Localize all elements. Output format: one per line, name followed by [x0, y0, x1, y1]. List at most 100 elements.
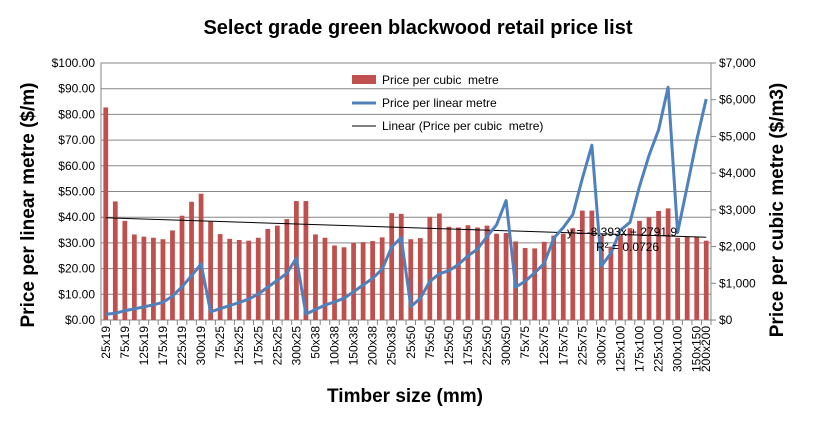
- x-tick-label: 75x75: [518, 326, 532, 359]
- bar: [313, 234, 318, 320]
- trendline: [105, 217, 707, 238]
- chart-title: Select grade green blackwood retail pric…: [203, 17, 632, 39]
- y-left-tick-label: $60.00: [58, 159, 95, 173]
- bar: [246, 240, 252, 320]
- x-tick-label: 25x19: [99, 326, 113, 359]
- y-left-tick-label: $0.00: [65, 313, 95, 327]
- series-line: [105, 85, 708, 316]
- x-axis-title: Timber size (mm): [327, 386, 483, 407]
- x-tick-label: 225x100: [652, 326, 666, 372]
- bar-series: [103, 107, 709, 320]
- bar: [332, 245, 337, 320]
- bar: [122, 220, 128, 320]
- bar: [179, 215, 185, 320]
- bar: [379, 237, 385, 320]
- bar: [284, 219, 290, 320]
- bar: [541, 241, 547, 320]
- bar: [427, 216, 433, 320]
- x-tick-label: 100x38: [328, 326, 342, 366]
- bar: [656, 210, 661, 320]
- y-left-tick-label: $40.00: [58, 210, 95, 224]
- bar: [475, 227, 480, 320]
- bar: [522, 248, 528, 320]
- bar: [398, 213, 404, 320]
- bar: [322, 237, 328, 320]
- bar: [560, 233, 566, 320]
- y-axis-left-title: Price per linear metre ($/m): [18, 83, 39, 328]
- bar: [217, 234, 223, 320]
- bar: [618, 235, 623, 320]
- axes: $0.00 $10.00 $20.00 $30.00 $40.00 $50.00 $60.0…: [52, 56, 756, 372]
- x-tick-label: 175x19: [156, 326, 170, 366]
- bar: [446, 226, 452, 320]
- bar: [436, 213, 442, 320]
- x-tick-label: 225x19: [175, 326, 189, 366]
- x-tick-label: 300x25: [289, 326, 303, 366]
- y-left-tick-label: $70.00: [58, 133, 95, 147]
- bar: [236, 239, 242, 320]
- y-left-tick-label: $80.00: [58, 107, 95, 121]
- legend-label-line: Price per linear metre: [382, 96, 497, 110]
- bar: [112, 201, 118, 320]
- bar: [665, 208, 671, 320]
- x-tick-label: 125x19: [137, 326, 151, 366]
- y-right-tick-label: $0: [719, 313, 733, 327]
- bar: [456, 227, 461, 320]
- bar: [503, 232, 509, 320]
- y-left-tick-label: $20.00: [58, 262, 95, 276]
- bar: [579, 210, 585, 320]
- x-tick-label: 125x100: [614, 326, 628, 372]
- x-tick-label: 175x25: [251, 326, 265, 366]
- bar: [532, 248, 538, 320]
- bar: [703, 240, 709, 320]
- y-right-tick-label: $4,000: [719, 166, 756, 180]
- x-tick-label: 25x50: [404, 326, 418, 359]
- bar: [141, 236, 147, 320]
- y-right-tick-label: $3,000: [719, 203, 756, 217]
- bar: [189, 201, 194, 320]
- y-left-tick-label: $10.00: [58, 287, 95, 301]
- bar: [637, 220, 642, 320]
- y-right-tick-label: $5,000: [719, 129, 756, 143]
- line-series: [105, 85, 708, 316]
- bar: [551, 235, 557, 320]
- bar: [151, 237, 156, 320]
- x-tick-label: 75x19: [118, 326, 132, 359]
- x-tick-label: 300x19: [194, 326, 208, 366]
- bar: [646, 217, 652, 320]
- x-tick-label: 225x75: [575, 326, 589, 366]
- text-layer: Select grade green blackwood retail pric…: [18, 17, 788, 407]
- y-right-tick-label: $7,000: [719, 56, 756, 70]
- y-right-tick-label: $2,000: [719, 240, 756, 254]
- bar: [341, 247, 347, 320]
- x-tick-label: 125x25: [232, 326, 246, 366]
- x-tick-label: 225x50: [480, 326, 494, 366]
- x-tick-label: 50x38: [309, 326, 323, 359]
- legend: Price per cubic metre Price per linear m…: [352, 73, 543, 133]
- x-tick-label: 125x75: [537, 326, 551, 366]
- bar: [208, 221, 213, 320]
- x-tick-label: 300x50: [499, 326, 513, 366]
- bar: [675, 237, 681, 320]
- x-tick-label: 150x38: [347, 326, 361, 366]
- y-axis-right-title: Price per cubic metre ($/m3): [767, 83, 788, 338]
- x-tick-label: 150x150: [690, 326, 704, 372]
- bar: [608, 246, 614, 320]
- bar: [255, 237, 261, 320]
- bar: [408, 239, 414, 320]
- x-tick-label: 300x75: [594, 326, 608, 366]
- bar: [484, 225, 490, 320]
- trendline-layer: [105, 217, 707, 238]
- x-tick-label: 175x100: [633, 326, 647, 372]
- bar: [103, 107, 109, 320]
- x-tick-label: 175x50: [461, 326, 475, 366]
- y-right-tick-label: $6,000: [719, 93, 756, 107]
- bar: [160, 239, 166, 320]
- bar: [198, 193, 204, 320]
- bar: [694, 236, 700, 320]
- y-left-tick-label: $90.00: [58, 82, 95, 96]
- x-tick-label: 75x25: [213, 326, 227, 359]
- bar: [627, 228, 633, 320]
